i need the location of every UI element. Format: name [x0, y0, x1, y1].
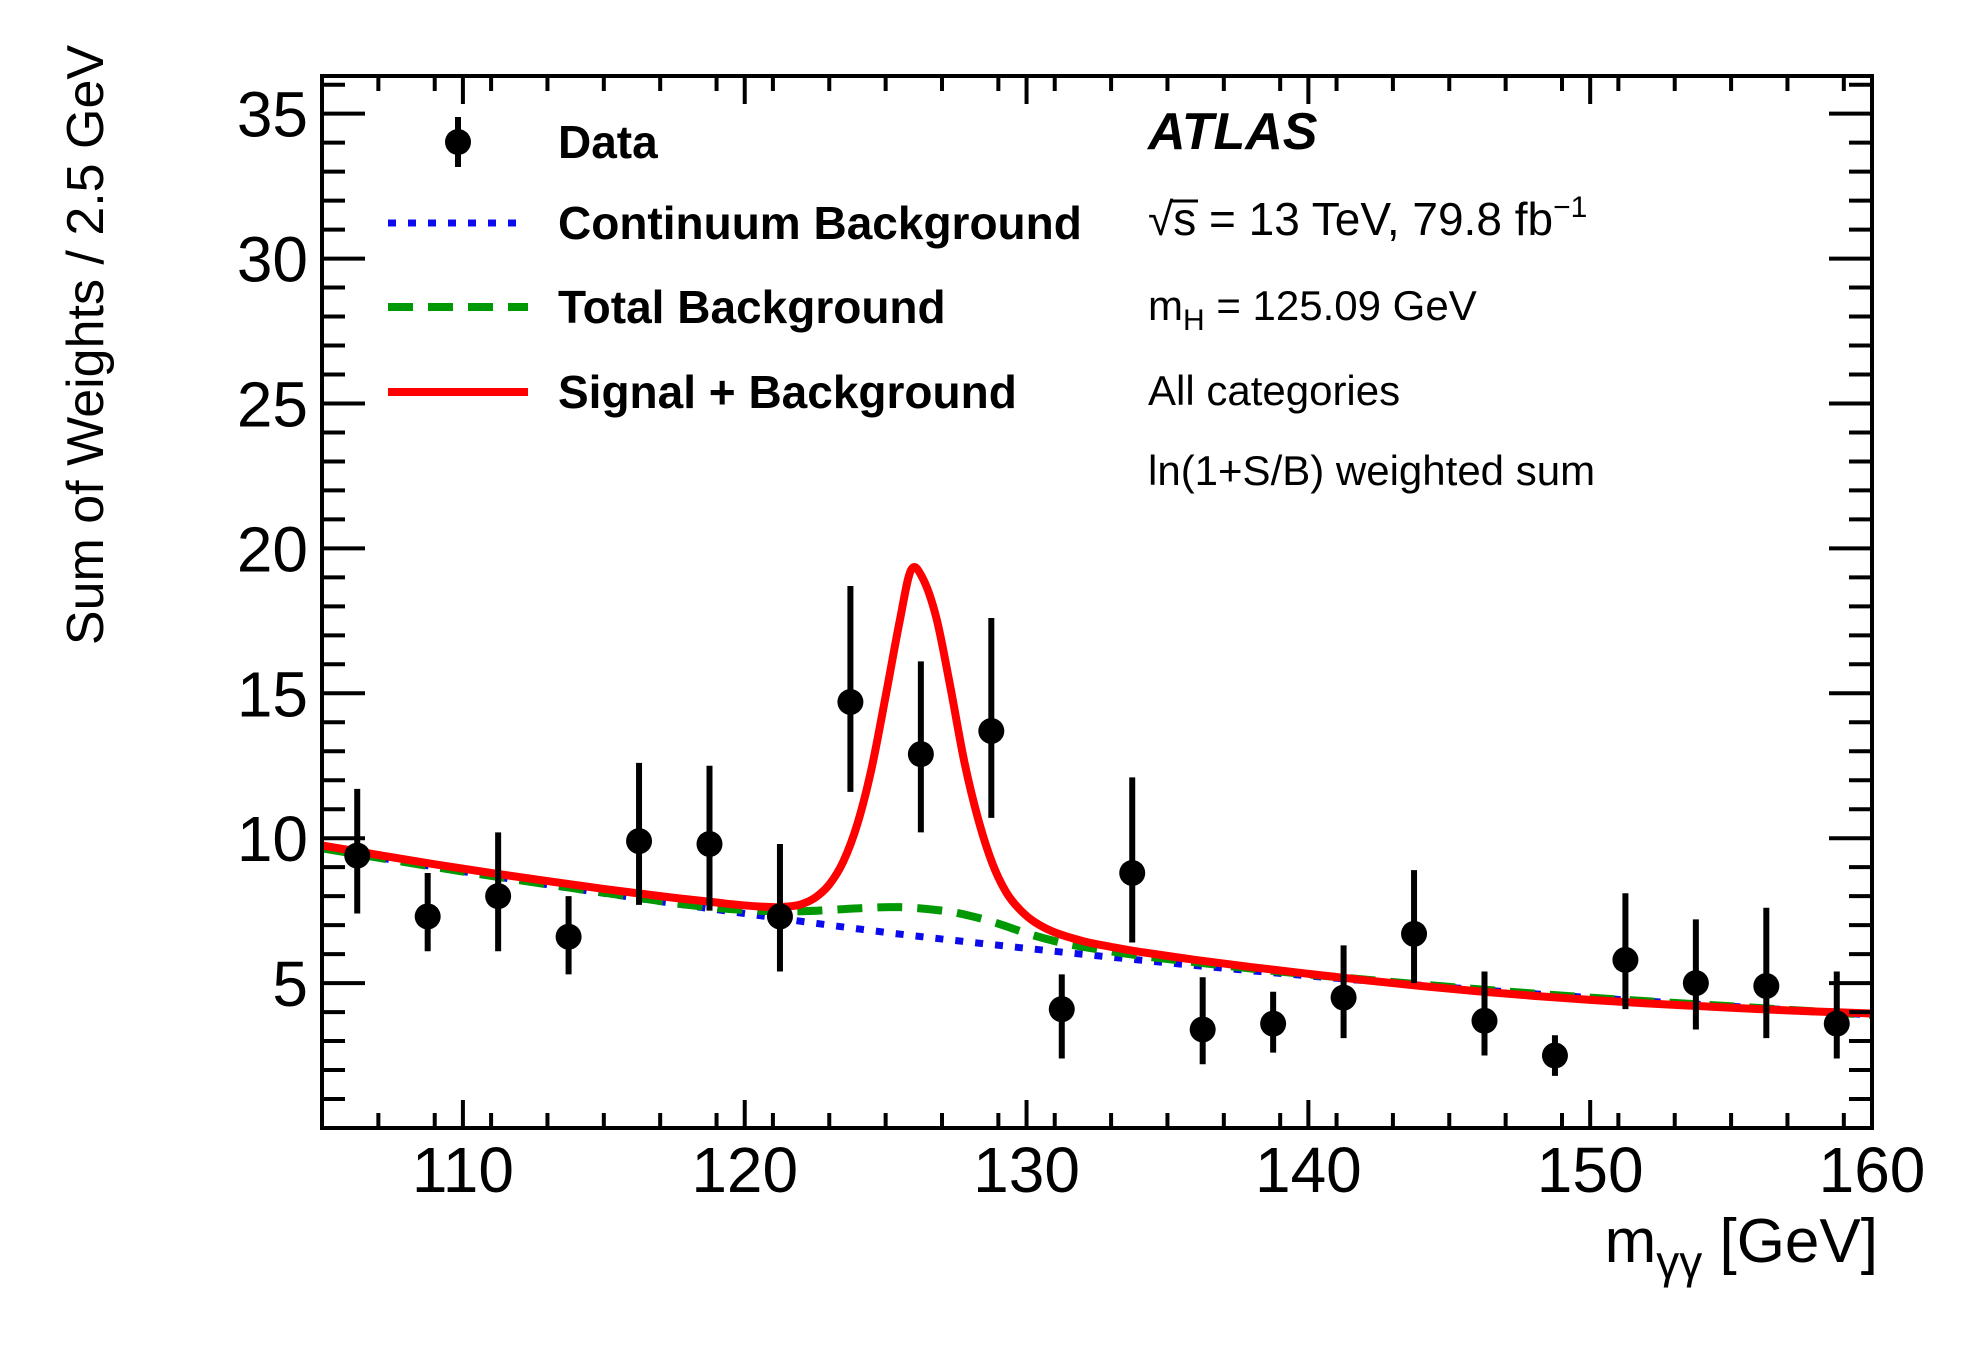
atlas-label: ATLAS [1146, 103, 1318, 161]
data-point [766, 843, 793, 972]
subscript-gammagamma: γγ [1656, 1236, 1702, 1288]
data-marker [696, 830, 723, 857]
data-marker [1823, 1010, 1850, 1037]
curve-continuum-background [322, 844, 1872, 1019]
data-point [1189, 977, 1216, 1065]
curve-total-background [322, 844, 1872, 1019]
data-point [344, 788, 371, 914]
data-point [837, 586, 864, 792]
data-point [1119, 777, 1146, 943]
legend-label-total-background: Total Background [558, 281, 946, 333]
data-marker [1189, 1016, 1216, 1043]
data-point [1260, 991, 1287, 1053]
x-tick-label: 130 [973, 1134, 1080, 1206]
y-tick-label: 35 [237, 79, 308, 151]
inverse-exponent: −1 [1553, 191, 1587, 224]
data-point [555, 896, 582, 975]
weighted-sum-label: ln(1+S/B) weighted sum [1148, 447, 1595, 494]
data-point [907, 661, 934, 833]
y-tick-label: 25 [237, 368, 308, 440]
data-marker [1612, 946, 1639, 973]
y-tick-label: 15 [237, 658, 308, 730]
data-marker [1682, 970, 1709, 997]
higgs-mass-label: mH = 125.09 GeV [1148, 282, 1477, 337]
data-marker [1541, 1042, 1568, 1069]
data-point [626, 762, 653, 905]
legend-label-data: Data [558, 116, 658, 168]
x-tick-label: 120 [691, 1134, 798, 1206]
legend-marker-data-dot [445, 129, 471, 155]
data-point [485, 832, 512, 952]
data-point [1048, 974, 1075, 1059]
data-marker [766, 903, 793, 930]
data-marker [555, 923, 582, 950]
data-marker [978, 717, 1005, 744]
data-marker [1471, 1007, 1498, 1034]
fit-curves [322, 563, 1872, 1019]
x-axis-title: mγγ [GeV] [1605, 1207, 1878, 1288]
y-axis-title: Sum of Weights / 2.5 GeV [57, 45, 115, 646]
data-point [1823, 971, 1850, 1059]
data-marker [1119, 859, 1146, 886]
plot-frame [320, 74, 1874, 1130]
data-marker [907, 741, 934, 768]
data-point [696, 765, 723, 911]
data-point [414, 872, 441, 952]
data-point [978, 617, 1005, 818]
data-point [1612, 893, 1639, 1010]
x-tick-label: 110 [412, 1134, 514, 1206]
data-marker [626, 828, 653, 855]
axis-ticks [322, 76, 1874, 1128]
data-marker [1260, 1010, 1287, 1037]
y-tick-label: 20 [237, 513, 308, 585]
data-marker [485, 883, 512, 910]
legend-label-continuum-background: Continuum Background [558, 197, 1082, 249]
x-tick-label: 150 [1537, 1134, 1644, 1206]
data-point [1330, 945, 1357, 1039]
data-points-layer [344, 586, 1850, 1076]
data-marker [1330, 984, 1357, 1011]
data-marker [1048, 996, 1075, 1023]
data-marker [1401, 920, 1428, 947]
data-marker [344, 842, 371, 869]
data-point [1471, 971, 1498, 1056]
data-point [1753, 907, 1780, 1039]
y-tick-label: 5 [272, 948, 308, 1020]
y-tick-label: 30 [237, 224, 308, 296]
axis-tick-labels: 110 120 130 140 150 160 5 10 15 20 25 30 35 [237, 79, 1926, 1206]
sqrt-s-luminosity-label: √s = 13 TeV, 79.8 fb−1 [1148, 191, 1587, 245]
data-marker [1753, 972, 1780, 999]
legend-markers [388, 117, 528, 396]
x-tick-label: 160 [1819, 1134, 1926, 1206]
data-marker [414, 903, 441, 930]
y-tick-label: 10 [237, 803, 308, 875]
frame-border [320, 74, 1874, 1130]
curve-signal-background [322, 563, 1872, 1018]
data-point [1401, 870, 1428, 984]
subscript-h: H [1183, 304, 1205, 337]
categories-label: All categories [1148, 367, 1400, 414]
data-point [1682, 919, 1709, 1030]
x-tick-label: 140 [1255, 1134, 1362, 1206]
data-point [1541, 1035, 1568, 1076]
legend-label-signal-plus-background: Signal + Background [558, 366, 1017, 418]
data-marker [837, 688, 864, 715]
